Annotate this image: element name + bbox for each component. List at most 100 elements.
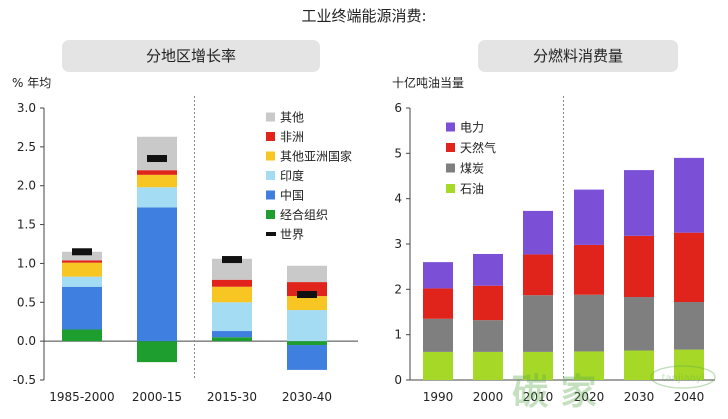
x-tick-label: 1985-2000 xyxy=(49,390,114,404)
y-tick-label: 2.0 xyxy=(17,179,36,193)
world-marker-cat-1 xyxy=(147,155,167,163)
bar-segment-item-1-cat-0 xyxy=(62,286,102,330)
bar-segment-item-3-cat-4 xyxy=(624,170,654,236)
legend-swatch xyxy=(446,184,455,193)
bar-segment-item-4-cat-2 xyxy=(212,279,252,287)
bar-segment-item-1-cat-5 xyxy=(674,302,704,350)
bar-segment-item-3-cat-1 xyxy=(137,174,177,188)
bar-segment-item-1-cat-1 xyxy=(137,207,177,342)
y-axis-unit-label: % 年均 xyxy=(12,76,51,90)
bar-segment-item-3-cat-5 xyxy=(674,157,704,233)
x-tick-label: 2030 xyxy=(624,390,655,404)
bar-segment-item-2-cat-1 xyxy=(137,187,177,208)
legend-swatch xyxy=(266,132,275,141)
bar-segment-item-2-cat-4 xyxy=(624,235,654,298)
bar-segment-item-3-cat-3 xyxy=(287,296,327,311)
bar-segment-item-0-cat-3 xyxy=(287,341,327,346)
world-marker-cat-0 xyxy=(72,248,92,256)
x-tick-label: 2040 xyxy=(674,390,705,404)
legend-label: 天然气 xyxy=(460,140,496,155)
y-tick-label: 5 xyxy=(394,146,402,160)
y-tick-label: 0 xyxy=(394,373,402,387)
y-tick-label: 3.0 xyxy=(17,101,36,115)
bar-segment-item-0-cat-4 xyxy=(624,350,654,380)
bar-segment-item-5-cat-1 xyxy=(137,136,177,171)
y-tick-label: 1.0 xyxy=(17,256,36,270)
bar-segment-item-4-cat-0 xyxy=(62,260,102,263)
bar-segment-item-1-cat-2 xyxy=(523,295,553,352)
bar-segment-item-2-cat-3 xyxy=(287,310,327,342)
watermark: 碳 家 tanjiaoyi xyxy=(512,365,716,413)
legend-swatch-world xyxy=(266,232,276,236)
y-tick-label: -0.5 xyxy=(13,373,36,387)
y-tick-label: 1.5 xyxy=(17,218,36,232)
bar-segment-item-2-cat-1 xyxy=(473,285,503,321)
legend-label: 石油 xyxy=(460,182,484,196)
legend-swatch xyxy=(266,210,275,219)
bar-segment-item-2-cat-5 xyxy=(674,232,704,303)
bar-segment-item-3-cat-1 xyxy=(473,253,503,286)
bar-segment-item-5-cat-0 xyxy=(62,251,102,261)
panel-title: 分燃料消费量 xyxy=(533,47,623,65)
legend-label: 印度 xyxy=(280,168,304,183)
bar-segment-item-0-cat-1 xyxy=(473,351,503,380)
legend-label: 世界 xyxy=(280,228,304,242)
legend-swatch xyxy=(266,171,275,180)
legend-label: 中国 xyxy=(280,188,304,203)
main-title: 工业终端能源消费: xyxy=(301,7,426,25)
bar-segment-item-0-cat-2 xyxy=(523,351,553,380)
bar-segment-item-0-cat-0 xyxy=(423,351,453,380)
world-marker-cat-3 xyxy=(297,291,317,299)
x-tick-label: 1990 xyxy=(423,390,454,404)
bar-segment-item-1-cat-1 xyxy=(473,320,503,352)
bar-segment-item-1-cat-3 xyxy=(287,345,327,370)
x-tick-label: 2015-30 xyxy=(207,390,257,404)
legend-label: 煤炭 xyxy=(460,162,484,176)
panel-title: 分地区增长率 xyxy=(146,47,236,65)
bar-segment-item-3-cat-2 xyxy=(523,210,553,255)
bar-segment-item-3-cat-2 xyxy=(212,286,252,303)
watermark-text: 碳 家 xyxy=(512,372,597,413)
bar-segment-item-1-cat-4 xyxy=(624,297,654,351)
panel-region-growth: 分地区增长率 % 年均 -0.5 0.0 0.5 1.0 1.5 2.0 2.5 3.0 1985-… xyxy=(12,40,358,404)
bar-segment-item-1-cat-2 xyxy=(212,331,252,338)
bar-segment-item-2-cat-2 xyxy=(212,302,252,332)
y-tick-label: 2 xyxy=(394,282,402,296)
x-tick-label: 2000-15 xyxy=(132,390,182,404)
watermark-ellipse xyxy=(650,365,716,389)
bar-segment-item-0-cat-2 xyxy=(212,337,252,342)
bar-segment-item-4-cat-1 xyxy=(137,170,177,175)
legend-swatch xyxy=(266,190,275,200)
bar-segment-item-2-cat-2 xyxy=(523,254,553,296)
y-tick-label: 2.5 xyxy=(17,140,36,154)
bar-segment-item-3-cat-0 xyxy=(62,262,102,277)
legend-swatch xyxy=(266,151,275,161)
bar-segment-item-2-cat-0 xyxy=(62,276,102,287)
bar-segment-item-0-cat-0 xyxy=(62,329,102,342)
bar-segment-item-5-cat-3 xyxy=(287,265,327,283)
x-tick-label: 2000 xyxy=(473,390,504,404)
bar-segment-item-0-cat-3 xyxy=(574,351,604,380)
bar-segment-item-1-cat-3 xyxy=(574,294,604,352)
world-marker-cat-2 xyxy=(222,256,242,264)
bar-segment-item-5-cat-2 xyxy=(212,258,252,280)
y-tick-label: 0.0 xyxy=(17,334,36,348)
y-tick-label: 3 xyxy=(394,237,402,251)
bar-segment-item-2-cat-3 xyxy=(574,244,604,295)
bar-segment-item-2-cat-0 xyxy=(423,288,453,319)
y-tick-label: 6 xyxy=(394,101,402,115)
y-axis-unit-label: 十亿吨油当量 xyxy=(392,75,464,90)
y-tick-label: 1 xyxy=(394,328,402,342)
y-tick-label: 0.5 xyxy=(17,295,36,309)
panel-title-box xyxy=(478,40,678,72)
bar-segment-item-1-cat-0 xyxy=(423,318,453,352)
bar-segment-item-3-cat-0 xyxy=(423,262,453,289)
legend-label: 其他亚洲国家 xyxy=(280,149,352,164)
x-tick-label: 2020 xyxy=(574,390,605,404)
legend-swatch xyxy=(446,122,455,132)
legend-label: 电力 xyxy=(460,121,484,135)
bar-segment-item-0-cat-5 xyxy=(674,349,704,380)
